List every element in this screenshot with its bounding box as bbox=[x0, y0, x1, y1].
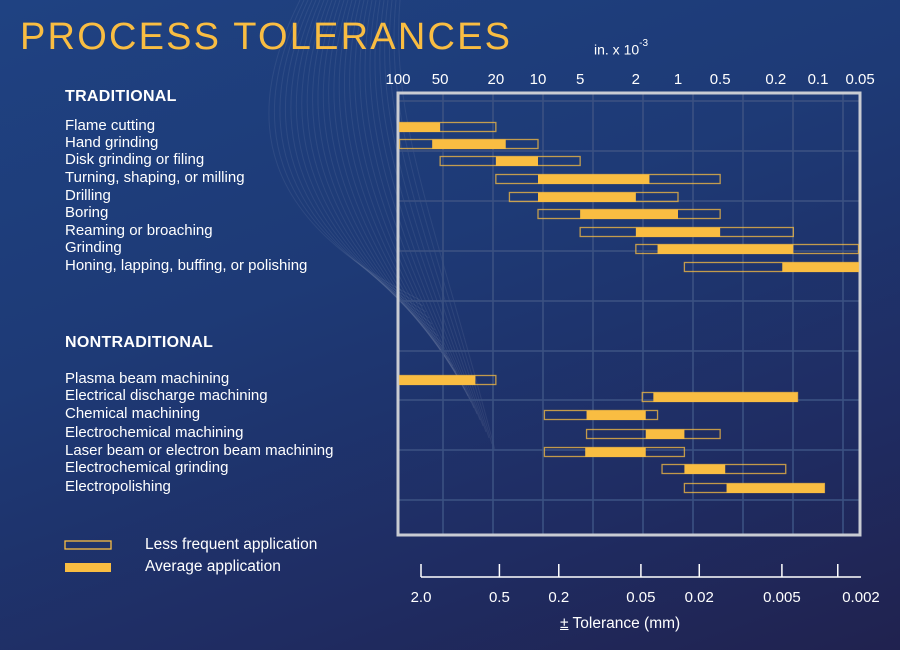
decorative-curve bbox=[359, 0, 472, 403]
decorative-curve bbox=[290, 0, 433, 325]
unit-text: in. x 10 bbox=[594, 41, 640, 58]
bottom-tick-label: 0.5 bbox=[489, 589, 510, 606]
process-label: Hand grinding bbox=[65, 134, 159, 151]
process-label: Laser beam or electron beam machining bbox=[65, 442, 334, 459]
legend-label-average: Average application bbox=[145, 558, 281, 575]
top-tick-label: 10 bbox=[530, 71, 547, 88]
decorative-curve bbox=[301, 0, 439, 337]
bar-average bbox=[580, 209, 678, 219]
decorative-curve bbox=[322, 0, 451, 361]
process-label: Electrochemical grinding bbox=[65, 459, 229, 476]
bars bbox=[398, 121, 860, 494]
bar-average bbox=[645, 429, 685, 439]
top-tick-label: 1 bbox=[674, 71, 682, 88]
bar-average bbox=[538, 174, 650, 184]
decorative-curve bbox=[268, 0, 421, 301]
process-label: Plasma beam machining bbox=[65, 370, 230, 387]
legend-label-less-frequent: Less frequent application bbox=[145, 536, 318, 553]
decorative-curve bbox=[354, 0, 469, 397]
decorative-curve bbox=[273, 0, 424, 307]
process-label: Grinding bbox=[65, 239, 122, 256]
bar-average bbox=[538, 192, 636, 202]
legend-swatch-outline bbox=[64, 540, 112, 550]
top-tick-label: 100 bbox=[385, 71, 410, 88]
bottom-tick-label: 0.002 bbox=[842, 589, 880, 606]
page-title: PROCESS TOLERANCES bbox=[20, 16, 513, 58]
bar-average bbox=[495, 156, 538, 166]
process-label: Turning, shaping, or milling bbox=[65, 169, 245, 186]
bottom-tick-label: 0.02 bbox=[685, 589, 714, 606]
bar-average bbox=[782, 262, 859, 272]
bottom-axis-label: ± Tolerance (mm) bbox=[560, 615, 680, 633]
decorative-curve bbox=[333, 0, 457, 373]
process-label: Boring bbox=[65, 204, 109, 221]
plus-minus-symbol: ± bbox=[560, 615, 569, 632]
decorative-curve bbox=[349, 0, 466, 391]
decorative-curve bbox=[295, 0, 436, 331]
unit-exponent: -3 bbox=[639, 38, 649, 49]
process-label: Honing, lapping, buffing, or polishing bbox=[65, 257, 308, 274]
top-axis-unit: in. x 10-3 bbox=[594, 38, 649, 58]
process-label: Electrical discharge machining bbox=[65, 387, 268, 404]
decorative-curve bbox=[393, 0, 493, 445]
bar-average bbox=[586, 410, 646, 420]
decorative-curve bbox=[398, 0, 496, 451]
bar-average bbox=[684, 464, 726, 474]
decorative-curve bbox=[369, 0, 478, 415]
top-tick-label: 50 bbox=[432, 71, 449, 88]
bar-average bbox=[432, 139, 506, 149]
process-label: Drilling bbox=[65, 187, 111, 204]
process-label: Reaming or broaching bbox=[65, 222, 213, 239]
bottom-tick-label: 0.2 bbox=[548, 589, 569, 606]
group-heading-traditional: TRADITIONAL bbox=[65, 88, 177, 105]
decorative-curve bbox=[284, 0, 430, 319]
bottom-axis: 2.0 0.5 0.2 0.05 0.02 0.005 0.002 bbox=[411, 564, 880, 606]
legend-swatch-solid bbox=[65, 563, 111, 572]
process-label: Chemical machining bbox=[65, 405, 201, 422]
bar-average bbox=[653, 392, 798, 402]
grid bbox=[399, 94, 859, 534]
decorative-curve bbox=[374, 0, 481, 421]
process-label: Electrochemical machining bbox=[65, 424, 244, 441]
bar-average bbox=[635, 227, 721, 237]
bottom-tick-label: 0.05 bbox=[626, 589, 655, 606]
decorative-curve bbox=[364, 0, 475, 409]
decorative-curve bbox=[388, 0, 490, 439]
axis-label-text: Tolerance (mm) bbox=[572, 615, 681, 632]
process-label: Flame cutting bbox=[65, 117, 156, 134]
top-tick-label: 0.5 bbox=[710, 71, 731, 88]
process-label: Electropolishing bbox=[65, 478, 171, 495]
top-axis: 100 50 20 10 5 2 1 0.5 0.2 0.1 0.05 bbox=[385, 71, 874, 88]
top-tick-label: 20 bbox=[488, 71, 505, 88]
bar-average bbox=[585, 447, 646, 457]
top-tick-label: 0.05 bbox=[846, 71, 875, 88]
bar-average bbox=[726, 483, 825, 493]
top-tick-label: 2 bbox=[632, 71, 640, 88]
process-label: Disk grinding or filing bbox=[65, 151, 205, 168]
bottom-tick-label: 0.005 bbox=[763, 589, 801, 606]
decorative-curve bbox=[306, 0, 442, 343]
decorative-curve bbox=[279, 0, 427, 313]
decorative-curve bbox=[343, 0, 463, 385]
top-tick-label: 0.2 bbox=[765, 71, 786, 88]
bottom-tick-label: 2.0 bbox=[411, 589, 432, 606]
bar-average bbox=[399, 375, 476, 385]
decorative-curve bbox=[328, 0, 454, 367]
top-tick-label: 5 bbox=[576, 71, 584, 88]
group-heading-nontraditional: NONTRADITIONAL bbox=[65, 334, 214, 351]
plot-frame bbox=[396, 91, 862, 537]
decorative-curve bbox=[338, 0, 460, 379]
bar-average bbox=[399, 122, 441, 132]
bar-average bbox=[657, 244, 794, 254]
top-tick-label: 0.1 bbox=[808, 71, 829, 88]
